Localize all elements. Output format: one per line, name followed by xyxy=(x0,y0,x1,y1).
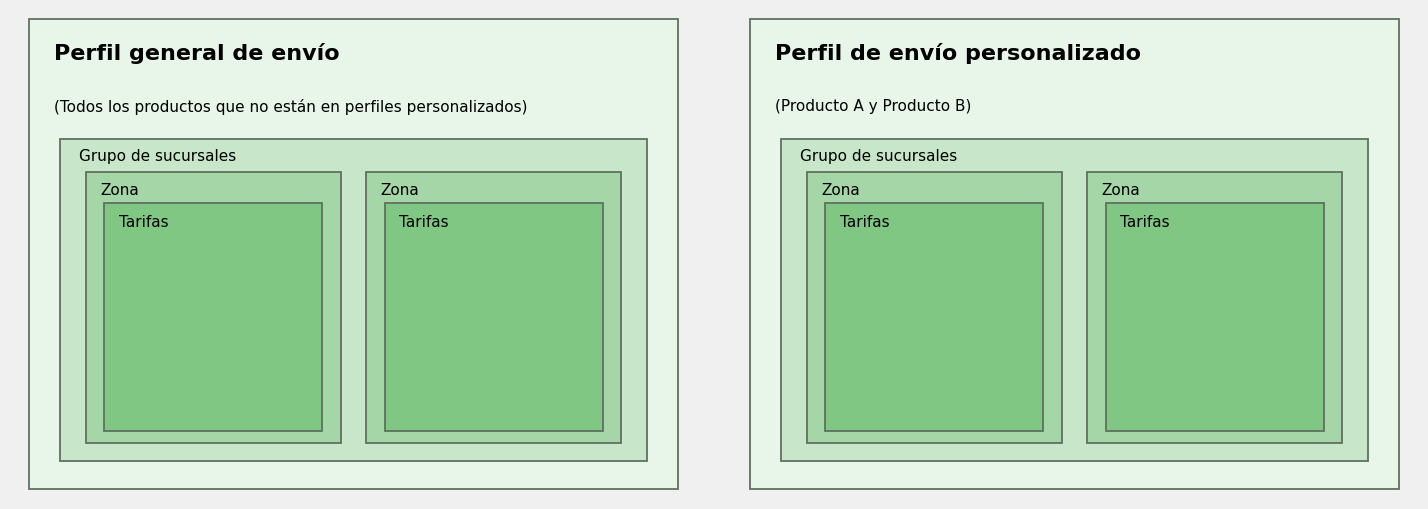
FancyBboxPatch shape xyxy=(60,140,647,461)
FancyBboxPatch shape xyxy=(1088,173,1342,443)
FancyBboxPatch shape xyxy=(104,204,323,432)
Text: Zona: Zona xyxy=(100,182,139,197)
FancyBboxPatch shape xyxy=(1107,204,1324,432)
Text: Grupo de sucursales: Grupo de sucursales xyxy=(79,149,236,164)
FancyBboxPatch shape xyxy=(750,20,1399,489)
Text: Perfil de envío personalizado: Perfil de envío personalizado xyxy=(775,43,1141,64)
Text: Tarifas: Tarifas xyxy=(119,215,169,230)
Text: Zona: Zona xyxy=(1102,182,1141,197)
FancyBboxPatch shape xyxy=(386,204,603,432)
FancyBboxPatch shape xyxy=(781,140,1368,461)
Text: Tarifas: Tarifas xyxy=(840,215,890,230)
Text: Zona: Zona xyxy=(380,182,420,197)
Text: (Todos los productos que no están en perfiles personalizados): (Todos los productos que no están en per… xyxy=(54,99,528,115)
Text: (Producto A y Producto B): (Producto A y Producto B) xyxy=(775,99,972,114)
FancyBboxPatch shape xyxy=(86,173,341,443)
Text: Tarifas: Tarifas xyxy=(400,215,448,230)
FancyBboxPatch shape xyxy=(807,173,1062,443)
Text: Perfil general de envío: Perfil general de envío xyxy=(54,43,340,64)
Text: Tarifas: Tarifas xyxy=(1121,215,1170,230)
FancyBboxPatch shape xyxy=(825,204,1044,432)
Text: Zona: Zona xyxy=(821,182,860,197)
FancyBboxPatch shape xyxy=(29,20,678,489)
Text: Grupo de sucursales: Grupo de sucursales xyxy=(800,149,957,164)
FancyBboxPatch shape xyxy=(366,173,621,443)
